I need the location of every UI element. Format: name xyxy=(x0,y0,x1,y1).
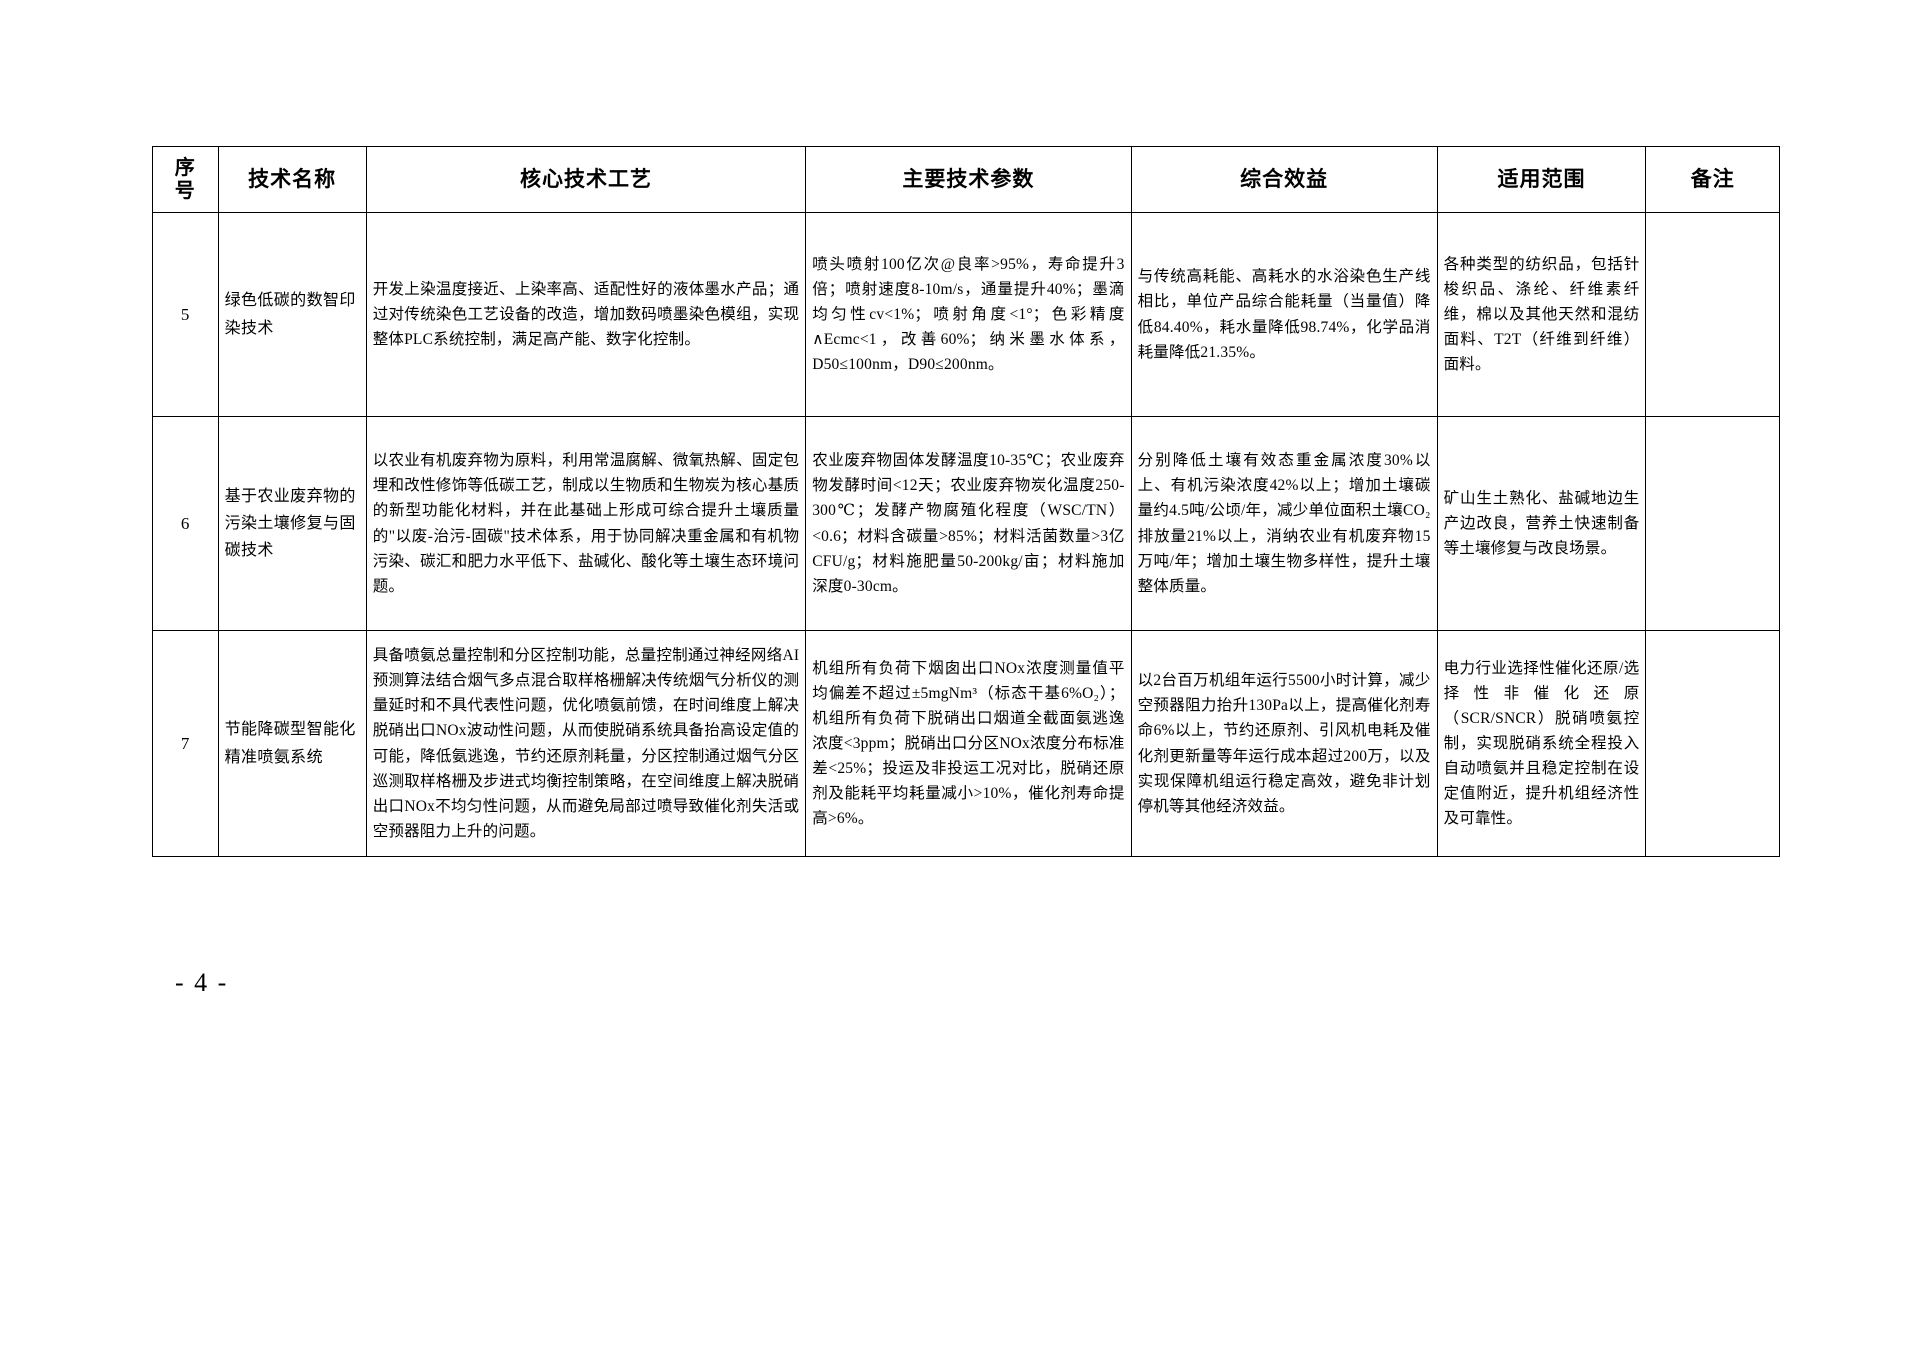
cell-comprehensive-benefits: 以2台百万机组年运行5500小时计算，减少空预器阻力抬升130Pa以上，提高催化… xyxy=(1130,630,1438,857)
cell-sequence: 5 xyxy=(152,212,219,417)
cell-core-technology: 以农业有机废弃物为原料，利用常温腐解、微氧热解、固定包埋和改性修饰等低碳工艺，制… xyxy=(365,416,807,631)
table-row: 5 绿色低碳的数智印染技术 开发上染温度接近、上染率高、适配性好的液体墨水产品；… xyxy=(152,212,1780,417)
cell-sequence: 6 xyxy=(152,416,219,631)
cell-comprehensive-benefits: 分别降低土壤有效态重金属浓度30%以上、有机污染浓度42%以上；增加土壤碳量约4… xyxy=(1130,416,1438,631)
column-header-tech-name: 技术名称 xyxy=(217,146,367,213)
column-header-applicable-scope: 适用范围 xyxy=(1436,146,1647,213)
cell-tech-name: 绿色低碳的数智印染技术 xyxy=(217,212,367,417)
cell-core-technology: 开发上染温度接近、上染率高、适配性好的液体墨水产品；通过对传统染色工艺设备的改造… xyxy=(365,212,807,417)
table-header: 序 号 技术名称 核心技术工艺 主要技术参数 综合效益 适用范围 备注 xyxy=(152,146,1780,213)
cell-main-parameters: 农业废弃物固体发酵温度10-35℃；农业废弃物发酵时间<12天；农业废弃物炭化温… xyxy=(805,416,1132,631)
column-header-main-parameters: 主要技术参数 xyxy=(805,146,1132,213)
cell-main-parameters: 机组所有负荷下烟囱出口NOx浓度测量值平均偏差不超过±5mgNm³（标态干基6%… xyxy=(805,630,1132,857)
table-body: 5 绿色低碳的数智印染技术 开发上染温度接近、上染率高、适配性好的液体墨水产品；… xyxy=(152,212,1780,857)
cell-comprehensive-benefits: 与传统高耗能、高耗水的水浴染色生产线相比，单位产品综合能耗量（当量值）降低84.… xyxy=(1130,212,1438,417)
cell-tech-name: 基于农业废弃物的污染土壤修复与固碳技术 xyxy=(217,416,367,631)
technology-catalog-table-wrapper: 序 号 技术名称 核心技术工艺 主要技术参数 综合效益 适用范围 备注 5 绿色… xyxy=(152,146,1780,857)
technology-catalog-table: 序 号 技术名称 核心技术工艺 主要技术参数 综合效益 适用范围 备注 5 绿色… xyxy=(152,146,1780,857)
column-header-remarks: 备注 xyxy=(1645,146,1780,213)
cell-remarks xyxy=(1645,416,1780,631)
column-header-sequence-char-1: 序 xyxy=(174,157,196,180)
table-row: 6 基于农业废弃物的污染土壤修复与固碳技术 以农业有机废弃物为原料，利用常温腐解… xyxy=(152,416,1780,631)
table-row: 7 节能降碳型智能化精准喷氨系统 具备喷氨总量控制和分区控制功能，总量控制通过神… xyxy=(152,630,1780,857)
page-number: - 4 - xyxy=(175,968,229,997)
column-header-sequence-char-2: 号 xyxy=(174,179,196,202)
column-header-core-technology: 核心技术工艺 xyxy=(365,146,807,213)
cell-applicable-scope: 各种类型的纺织品，包括针梭织品、涤纶、纤维素纤维，棉以及其他天然和混纺面料、T2… xyxy=(1436,212,1647,417)
cell-applicable-scope: 电力行业选择性催化还原/选择性非催化还原（SCR/SNCR）脱硝喷氨控制，实现脱… xyxy=(1436,630,1647,857)
cell-core-technology: 具备喷氨总量控制和分区控制功能，总量控制通过神经网络AI预测算法结合烟气多点混合… xyxy=(365,630,807,857)
cell-remarks xyxy=(1645,630,1780,857)
cell-remarks xyxy=(1645,212,1780,417)
table-header-row: 序 号 技术名称 核心技术工艺 主要技术参数 综合效益 适用范围 备注 xyxy=(152,146,1780,213)
cell-tech-name: 节能降碳型智能化精准喷氨系统 xyxy=(217,630,367,857)
column-header-comprehensive-benefits: 综合效益 xyxy=(1130,146,1438,213)
column-header-sequence: 序 号 xyxy=(152,146,219,213)
cell-main-parameters: 喷头喷射100亿次@良率>95%，寿命提升3倍；喷射速度8-10m/s，通量提升… xyxy=(805,212,1132,417)
cell-sequence: 7 xyxy=(152,630,219,857)
cell-applicable-scope: 矿山生土熟化、盐碱地边生产边改良，营养土快速制备等土壤修复与改良场景。 xyxy=(1436,416,1647,631)
